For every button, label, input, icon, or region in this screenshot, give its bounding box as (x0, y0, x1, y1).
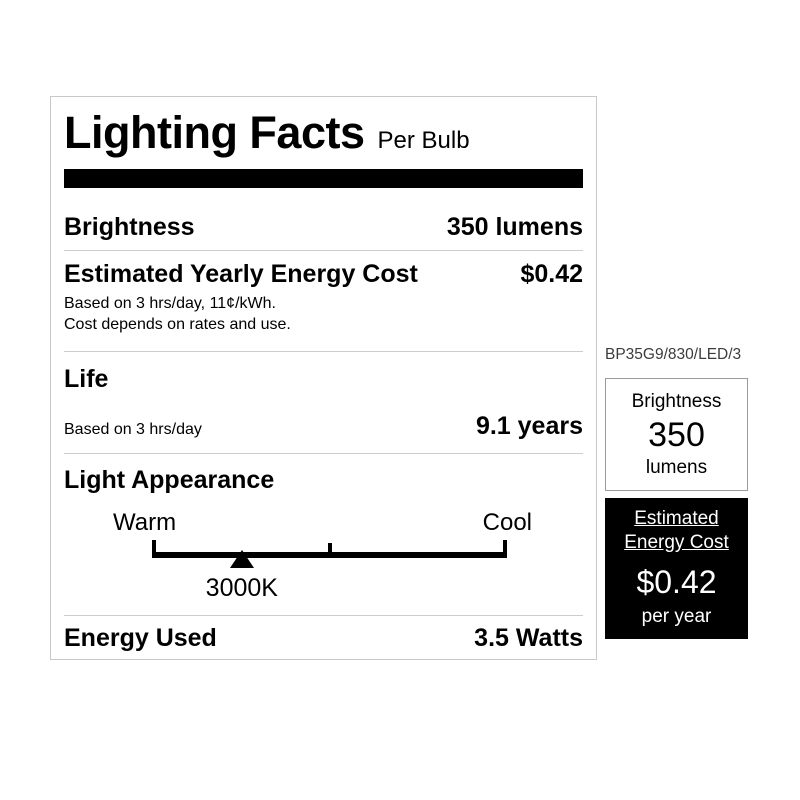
cost-box-label-line2: Energy Cost (624, 532, 729, 553)
brightness-row: Brightness 350 lumens (64, 212, 583, 242)
brightness-value: 350 lumens (446, 213, 583, 241)
life-value: 9.1 years (475, 412, 583, 440)
cool-label: Cool (482, 509, 532, 536)
scale-tick-left (152, 540, 156, 558)
divider (64, 615, 583, 616)
product-code: BP35G9/830/LED/3 (605, 346, 742, 363)
brightness-box-unit: lumens (645, 456, 708, 478)
energy-cost-notes: Based on 3 hrs/day, 11¢/kWh. Cost depend… (64, 293, 583, 335)
brightness-box-value: 350 (648, 415, 705, 454)
energy-cost-summary-box: Estimated Energy Cost $0.42 per year (605, 498, 748, 639)
brightness-box-label: Brightness (631, 390, 722, 412)
light-appearance-scale: 3000K (152, 540, 507, 603)
energy-used-value: 3.5 Watts (474, 624, 583, 652)
header-rule-bar (64, 169, 583, 188)
yearly-energy-cost-value: $0.42 (520, 260, 583, 288)
lighting-facts-label: Lighting Facts Per Bulb Brightness 350 l… (50, 96, 597, 660)
warm-cool-labels: Warm Cool (64, 508, 583, 537)
energy-used-row: Energy Used 3.5 Watts (64, 623, 583, 653)
label-title: Lighting Facts (64, 107, 365, 158)
divider (64, 351, 583, 352)
cost-box-value: $0.42 (636, 564, 717, 600)
energy-cost-note-line1: Based on 3 hrs/day, 11¢/kWh. (64, 295, 276, 312)
warm-label: Warm (113, 509, 177, 536)
yearly-energy-cost-label: Estimated Yearly Energy Cost (64, 260, 418, 288)
divider (64, 250, 583, 251)
brightness-label: Brightness (64, 213, 195, 241)
energy-cost-note-line2: Cost depends on rates and use. (64, 316, 291, 333)
life-basis-label: Based on 3 hrs/day (64, 421, 202, 438)
cct-triangle-marker-icon (229, 550, 254, 568)
energy-used-label: Energy Used (64, 624, 217, 652)
yearly-energy-cost-row: Estimated Yearly Energy Cost $0.42 (64, 259, 583, 289)
light-appearance-heading: Light Appearance (64, 466, 275, 494)
cost-box-unit: per year (641, 606, 712, 627)
scale-bar (152, 552, 507, 558)
scale-tick-right (503, 540, 507, 558)
brightness-summary-box: Brightness 350 lumens (605, 378, 748, 491)
side-panel: BP35G9/830/LED/3 Brightness 350 lumens E… (605, 345, 748, 639)
life-row: Based on 3 hrs/day 9.1 years (64, 411, 583, 445)
cct-value-label: 3000K (205, 574, 278, 602)
cost-box-label-line1: Estimated (634, 508, 719, 529)
label-header: Lighting Facts Per Bulb (64, 107, 583, 159)
scale-tick-middle (327, 543, 332, 558)
life-heading: Life (64, 365, 109, 393)
label-subtitle: Per Bulb (377, 127, 470, 154)
divider (64, 453, 583, 454)
